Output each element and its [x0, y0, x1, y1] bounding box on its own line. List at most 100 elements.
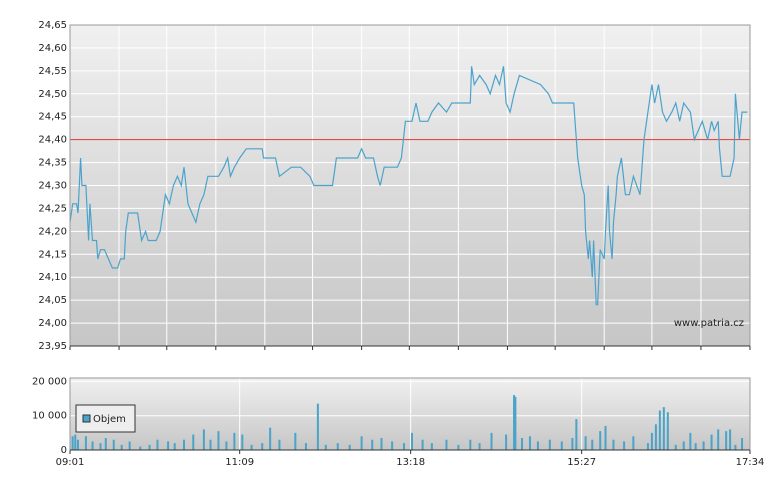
- volume-bar: [269, 427, 272, 450]
- price-line: [69, 66, 748, 306]
- y-tick-label: 24,25: [38, 203, 67, 214]
- volume-bar: [521, 438, 524, 450]
- volume-bar: [403, 443, 406, 450]
- legend-label: Objem: [93, 414, 126, 425]
- y-tick-label: 23,95: [38, 341, 67, 352]
- volume-bar: [725, 431, 728, 450]
- volume-bar: [694, 443, 697, 450]
- volume-bar: [294, 432, 297, 450]
- volume-bar: [173, 443, 176, 450]
- volume-bar: [148, 444, 151, 450]
- x-tick-label: 09:01: [56, 457, 85, 468]
- volume-bar: [348, 444, 351, 450]
- volume-bar: [430, 443, 433, 450]
- volume-bar: [536, 441, 539, 450]
- volume-bar: [689, 432, 692, 450]
- volume-bar: [710, 434, 713, 450]
- y-tick-label: 0: [61, 445, 67, 456]
- legend-swatch: [82, 414, 91, 423]
- x-tick-label: 11:09: [225, 457, 254, 468]
- volume-bar: [241, 434, 244, 450]
- volume-bar: [74, 434, 77, 450]
- volume-bar: [304, 443, 307, 450]
- volume-bar: [490, 432, 493, 450]
- plot-area: [70, 378, 750, 450]
- volume-bar: [324, 444, 327, 450]
- volume-bar: [202, 429, 205, 450]
- volume-bar: [336, 443, 339, 450]
- volume-bar: [513, 395, 516, 450]
- volume-bar: [421, 439, 424, 450]
- volume-bar: [217, 431, 220, 450]
- volume-bar: [391, 441, 394, 450]
- y-tick-label: 24,60: [38, 43, 67, 54]
- volume-bar: [457, 444, 460, 450]
- y-tick-label: 24,50: [38, 89, 67, 100]
- y-tick-label: 20 000: [32, 376, 67, 387]
- volume-bar: [528, 436, 531, 450]
- volume-bar: [575, 419, 578, 450]
- volume-bar: [156, 439, 159, 450]
- volume-bar: [650, 432, 653, 450]
- volume-bar: [505, 434, 508, 450]
- volume-bar: [741, 438, 744, 450]
- volume-bar: [192, 434, 195, 450]
- volume-bar: [182, 439, 185, 450]
- y-tick-label: 24,45: [38, 112, 67, 123]
- y-tick-label: 24,40: [38, 135, 67, 146]
- volume-bar: [702, 441, 705, 450]
- volume-bar: [76, 439, 79, 450]
- volume-bar: [104, 438, 107, 450]
- volume-bar: [99, 443, 102, 450]
- volume-bar: [662, 407, 665, 450]
- volume-bar: [225, 441, 228, 450]
- y-tick-label: 24,15: [38, 249, 67, 260]
- y-tick-label: 24,00: [38, 318, 67, 329]
- volume-bar: [233, 432, 236, 450]
- volume-bar: [658, 410, 661, 450]
- volume-bar: [654, 424, 657, 450]
- y-tick-label: 24,30: [38, 181, 67, 192]
- y-tick-label: 24,55: [38, 66, 67, 77]
- volume-bar: [278, 439, 281, 450]
- y-tick-label: 24,35: [38, 158, 67, 169]
- x-tick-label: 15:27: [567, 457, 596, 468]
- volume-bar: [674, 444, 677, 450]
- y-tick-label: 24,10: [38, 272, 67, 283]
- volume-bar: [139, 446, 142, 450]
- volume-bar: [250, 444, 253, 450]
- y-tick-label: 24,65: [38, 20, 67, 31]
- volume-bar: [666, 412, 669, 450]
- volume-bar: [371, 439, 374, 450]
- volume-bar: [612, 439, 615, 450]
- volume-bar: [584, 436, 587, 450]
- volume-bar: [112, 439, 115, 450]
- volume-bar: [261, 443, 264, 450]
- volume-bar: [209, 439, 212, 450]
- volume-bar: [167, 441, 170, 450]
- volume-bar: [71, 436, 74, 450]
- volume-bar: [548, 439, 551, 450]
- y-tick-label: 24,20: [38, 226, 67, 237]
- volume-bar: [646, 443, 649, 450]
- volume-bar: [514, 396, 517, 450]
- x-tick-label: 13:18: [396, 457, 425, 468]
- y-tick-label: 10 000: [32, 411, 67, 422]
- volume-bar: [360, 436, 363, 450]
- volume-bar: [591, 439, 594, 450]
- x-tick-label: 17:34: [736, 457, 765, 468]
- volume-bar: [717, 429, 720, 450]
- volume-bar: [734, 444, 737, 450]
- volume-bar: [91, 441, 94, 450]
- volume-bar: [84, 436, 87, 450]
- volume-bar: [478, 443, 481, 450]
- volume-bar: [571, 438, 574, 450]
- volume-bar: [623, 441, 626, 450]
- volume-bar: [469, 439, 472, 450]
- volume-bar: [632, 436, 635, 450]
- watermark: www.patria.cz: [674, 318, 744, 329]
- volume-bar: [120, 444, 123, 450]
- volume-bar: [682, 441, 685, 450]
- volume-bar: [560, 441, 563, 450]
